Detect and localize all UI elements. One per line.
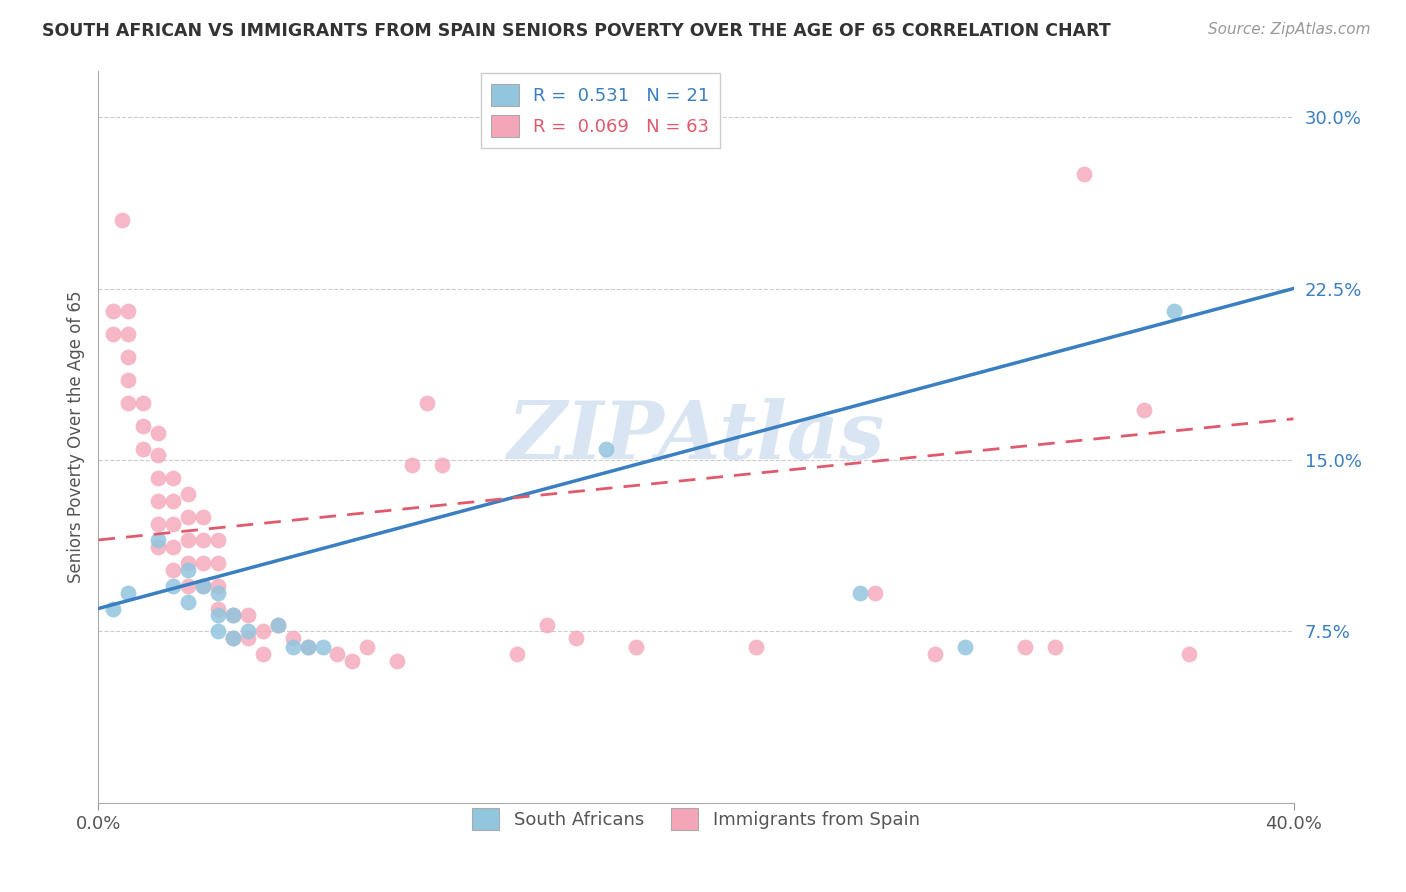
Point — [430, 458, 453, 472]
Point — [177, 595, 200, 609]
Point — [117, 350, 139, 364]
Point — [103, 601, 125, 615]
Point — [117, 585, 139, 599]
Point — [401, 458, 423, 472]
Point — [297, 640, 319, 655]
Point — [117, 396, 139, 410]
Point — [281, 632, 304, 646]
Point — [162, 579, 184, 593]
Point — [626, 640, 648, 655]
Text: Source: ZipAtlas.com: Source: ZipAtlas.com — [1208, 22, 1371, 37]
Point — [536, 617, 558, 632]
Point — [132, 396, 155, 410]
Point — [148, 533, 170, 547]
Point — [252, 647, 274, 661]
Point — [745, 640, 768, 655]
Point — [865, 585, 887, 599]
Point — [236, 632, 259, 646]
Point — [222, 608, 245, 623]
Point — [117, 327, 139, 342]
Point — [103, 304, 125, 318]
Point — [132, 418, 155, 433]
Point — [207, 608, 229, 623]
Point — [191, 579, 214, 593]
Point — [162, 471, 184, 485]
Point — [117, 373, 139, 387]
Point — [252, 624, 274, 639]
Point — [207, 579, 229, 593]
Point — [1073, 167, 1095, 181]
Point — [207, 601, 229, 615]
Point — [162, 494, 184, 508]
Point — [236, 608, 259, 623]
Point — [1133, 402, 1156, 417]
Point — [924, 647, 946, 661]
Point — [416, 396, 439, 410]
Point — [207, 624, 229, 639]
Point — [191, 579, 214, 593]
Point — [267, 617, 290, 632]
Point — [281, 640, 304, 655]
Y-axis label: Seniors Poverty Over the Age of 65: Seniors Poverty Over the Age of 65 — [66, 291, 84, 583]
Point — [1163, 304, 1185, 318]
Point — [207, 533, 229, 547]
Point — [207, 556, 229, 570]
Point — [236, 624, 259, 639]
Point — [162, 516, 184, 531]
Text: SOUTH AFRICAN VS IMMIGRANTS FROM SPAIN SENIORS POVERTY OVER THE AGE OF 65 CORREL: SOUTH AFRICAN VS IMMIGRANTS FROM SPAIN S… — [42, 22, 1111, 40]
Point — [342, 654, 364, 668]
Point — [849, 585, 872, 599]
Point — [191, 510, 214, 524]
Point — [1014, 640, 1036, 655]
Point — [177, 556, 200, 570]
Point — [222, 632, 245, 646]
Point — [356, 640, 378, 655]
Point — [148, 471, 170, 485]
Point — [595, 442, 617, 456]
Legend: South Africans, Immigrants from Spain: South Africans, Immigrants from Spain — [465, 801, 927, 838]
Point — [267, 617, 290, 632]
Point — [385, 654, 409, 668]
Point — [177, 487, 200, 501]
Point — [222, 608, 245, 623]
Point — [162, 540, 184, 554]
Point — [222, 632, 245, 646]
Point — [117, 304, 139, 318]
Point — [177, 563, 200, 577]
Point — [103, 327, 125, 342]
Text: ZIPAtlas: ZIPAtlas — [508, 399, 884, 475]
Point — [953, 640, 976, 655]
Point — [162, 563, 184, 577]
Point — [311, 640, 333, 655]
Point — [132, 442, 155, 456]
Point — [148, 494, 170, 508]
Point — [191, 556, 214, 570]
Point — [1178, 647, 1201, 661]
Point — [177, 510, 200, 524]
Point — [148, 425, 170, 440]
Point — [148, 540, 170, 554]
Point — [207, 585, 229, 599]
Point — [565, 632, 588, 646]
Point — [191, 533, 214, 547]
Point — [111, 213, 134, 227]
Point — [1043, 640, 1066, 655]
Point — [177, 533, 200, 547]
Point — [177, 579, 200, 593]
Point — [148, 449, 170, 463]
Point — [297, 640, 319, 655]
Point — [148, 516, 170, 531]
Point — [506, 647, 529, 661]
Point — [326, 647, 349, 661]
